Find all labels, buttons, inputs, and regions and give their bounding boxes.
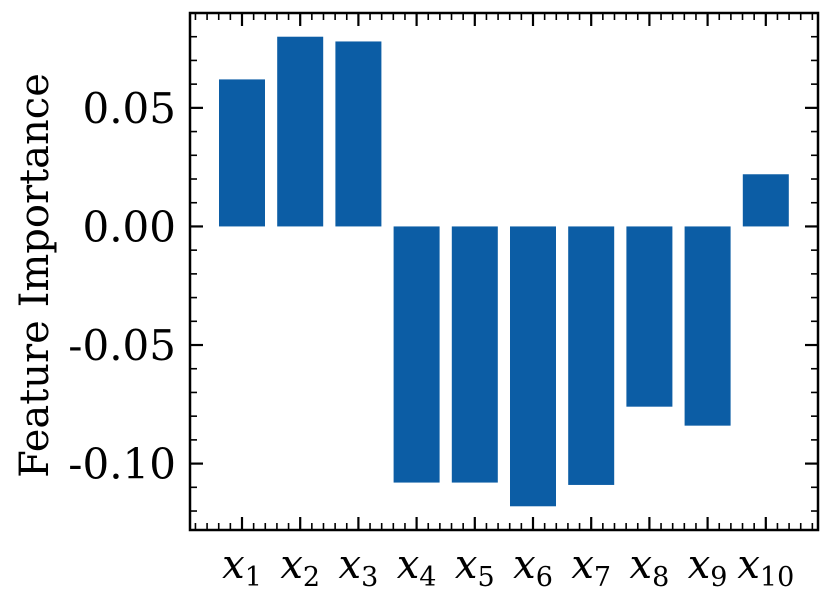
bar-3 [335, 41, 382, 227]
x-tick-label-4: x4 [397, 542, 437, 593]
x-tick-label-2: x2 [280, 542, 320, 593]
plot-frame [188, 11, 820, 532]
bar-8 [626, 226, 673, 407]
x-tick-label-5: x5 [455, 542, 495, 593]
y-tick-labels: 0.05 0.00 -0.05 -0.10 [68, 84, 176, 489]
bar-4 [393, 226, 440, 483]
y-tick-label: 0.00 [82, 202, 176, 251]
bar-2 [277, 36, 324, 227]
x-tick-label-6: x6 [513, 542, 553, 593]
x-tick-label-1: x1 [222, 542, 262, 593]
bar-1 [219, 79, 265, 227]
x-tick-label-8: x8 [630, 542, 670, 593]
y-axis-title: Feature Importance [12, 73, 58, 478]
y-tick-label: -0.10 [68, 440, 176, 489]
bar-10 [742, 174, 789, 227]
bar-9 [684, 226, 731, 426]
x-tick-label-9: x9 [688, 542, 728, 593]
y-tick-label: -0.05 [68, 321, 176, 370]
x-tick-labels: x1 x2 x3 x4 x5 x6 x7 x8 x9 x10 [222, 542, 794, 593]
x-tick-label-7: x7 [571, 542, 611, 593]
x-tick-label-10: x10 [737, 542, 794, 593]
y-tick-label: 0.05 [82, 84, 176, 133]
bar-5 [451, 226, 498, 483]
bar-7 [568, 226, 615, 485]
bars-group [219, 36, 789, 507]
x-tick-label-3: x3 [339, 542, 379, 593]
bar-6 [510, 226, 556, 507]
